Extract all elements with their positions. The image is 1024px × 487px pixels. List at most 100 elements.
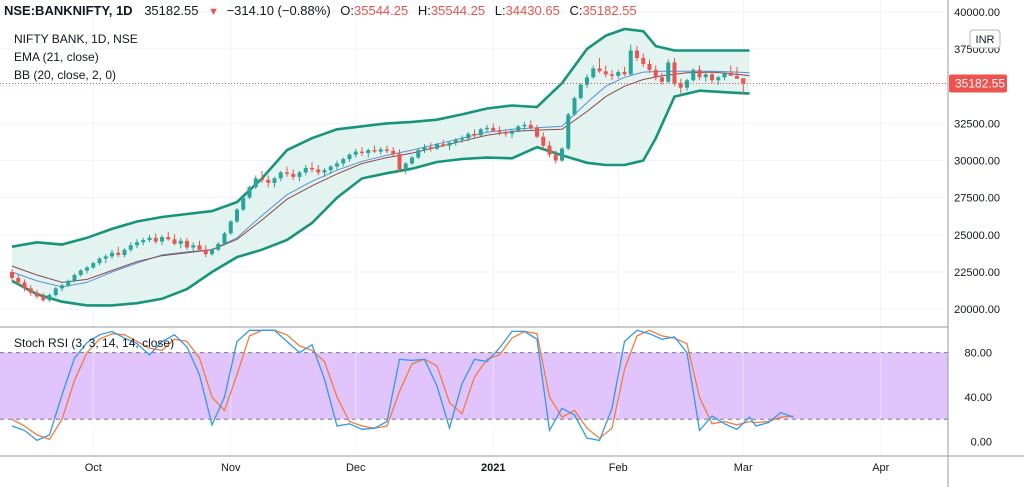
candle-body bbox=[641, 57, 646, 64]
legend-title[interactable]: NIFTY BANK, 1D, NSE bbox=[14, 32, 138, 46]
time-tick-label: Apr bbox=[872, 462, 889, 474]
price-tick-label: 40000.00 bbox=[954, 7, 1000, 19]
candle-body bbox=[622, 72, 627, 75]
candle-body bbox=[66, 280, 71, 286]
legend-bb[interactable]: BB (20, close, 2, 0) bbox=[14, 68, 116, 82]
stoch-rsi-tick-label: 80.00 bbox=[964, 348, 992, 360]
candle-body bbox=[22, 282, 27, 289]
candle-body bbox=[378, 149, 383, 152]
candle-body bbox=[466, 133, 471, 139]
candle-body bbox=[660, 77, 664, 82]
bollinger-band-fill bbox=[12, 29, 750, 306]
candle-body bbox=[241, 197, 246, 210]
candle-body bbox=[391, 150, 396, 154]
time-tick-label: Dec bbox=[346, 462, 366, 474]
candle-body bbox=[503, 132, 508, 134]
change-value: −314.10 (−0.88%) bbox=[227, 3, 331, 18]
candle-body bbox=[272, 178, 277, 183]
candle-body bbox=[560, 148, 564, 161]
candle-body bbox=[472, 133, 477, 136]
stoch-rsi-grid bbox=[92, 327, 882, 456]
candle-body bbox=[47, 295, 52, 301]
price-tick-label: 22500.00 bbox=[954, 267, 1000, 279]
price-pane[interactable] bbox=[0, 0, 948, 327]
stoch-rsi-k-line bbox=[11, 329, 794, 442]
candle-body bbox=[547, 145, 552, 155]
candle-body bbox=[497, 130, 502, 133]
candle-body bbox=[97, 258, 102, 264]
candle-body bbox=[416, 150, 421, 158]
candle-body bbox=[247, 187, 252, 198]
candle-body bbox=[16, 277, 21, 283]
candle-body bbox=[585, 77, 589, 85]
candle-body bbox=[172, 239, 177, 244]
candle-body bbox=[435, 144, 439, 149]
candle-body bbox=[522, 124, 527, 127]
candle-body bbox=[253, 178, 258, 188]
candle-body bbox=[285, 172, 289, 174]
time-axis[interactable]: Oct Nov Dec 2021 Feb Mar Apr bbox=[85, 462, 890, 474]
candle-body bbox=[316, 169, 321, 173]
candle-body bbox=[53, 288, 58, 296]
down-arrow-icon: ▼ bbox=[208, 6, 219, 18]
price-tick-label: 32500.00 bbox=[954, 118, 1000, 130]
candle-body bbox=[28, 288, 33, 293]
low-value: 34430.65 bbox=[506, 3, 560, 18]
candle-body bbox=[60, 285, 64, 289]
candle-body bbox=[103, 256, 108, 259]
candle-body bbox=[197, 245, 202, 250]
candle-body bbox=[166, 237, 171, 240]
price-tick-label: 30000.00 bbox=[954, 156, 1000, 168]
candle-body bbox=[260, 178, 264, 180]
candle-body bbox=[191, 245, 196, 248]
candle-body bbox=[491, 127, 496, 131]
candle-body bbox=[510, 130, 514, 134]
candle-body bbox=[541, 136, 546, 146]
candle-body bbox=[397, 153, 402, 170]
candle-body bbox=[453, 139, 458, 143]
candle-body bbox=[672, 62, 677, 84]
candle-body bbox=[678, 83, 683, 88]
candle-body bbox=[78, 270, 83, 275]
symbol-label: NSE:BANKNIFTY, 1D bbox=[4, 3, 133, 18]
candle-body bbox=[335, 163, 339, 167]
candle-body bbox=[716, 77, 721, 81]
time-tick-label: 2021 bbox=[481, 462, 505, 474]
candle-body bbox=[353, 151, 358, 155]
candle-body bbox=[528, 124, 533, 128]
close-value: 35182.55 bbox=[582, 3, 636, 18]
price-axis[interactable]: 20000.00 22500.00 25000.00 27500.00 30000.00… bbox=[954, 7, 1000, 316]
stoch-rsi-title[interactable]: Stoch RSI (3, 3, 14, 14, close) bbox=[14, 336, 174, 350]
candle-body bbox=[703, 74, 708, 78]
candle-body bbox=[360, 151, 364, 154]
price-tick-label: 25000.00 bbox=[954, 230, 1000, 242]
candle-body bbox=[110, 252, 114, 257]
candle-body bbox=[210, 249, 214, 255]
currency-badge[interactable]: INR bbox=[969, 29, 1001, 49]
stoch-rsi-pane[interactable] bbox=[0, 327, 948, 456]
candle-body bbox=[385, 149, 389, 151]
candle-body bbox=[460, 138, 464, 140]
currency-badge-frame bbox=[969, 29, 1001, 49]
candle-body bbox=[478, 129, 483, 136]
candle-body bbox=[203, 249, 208, 255]
candle-body bbox=[178, 240, 183, 244]
bollinger-upper-line bbox=[11, 27, 750, 248]
stoch-rsi-d-line bbox=[11, 329, 794, 441]
candle-body bbox=[347, 154, 352, 160]
candle-body bbox=[278, 172, 283, 179]
candle-body bbox=[291, 173, 296, 177]
legend-ema[interactable]: EMA (21, close) bbox=[14, 50, 99, 64]
header-line: NSE:BANKNIFTY, 1D 35182.55 ▼ −314.10 (−0… bbox=[4, 3, 637, 18]
currency-badge-label: INR bbox=[976, 34, 995, 46]
stoch-rsi-axis[interactable]: 0.00 40.00 80.00 bbox=[964, 348, 992, 449]
price-tick-label: 27500.00 bbox=[954, 193, 1000, 205]
candle-body bbox=[297, 172, 302, 177]
candle-body bbox=[91, 263, 96, 268]
time-tick-label: Oct bbox=[85, 462, 102, 474]
candle-body bbox=[322, 170, 327, 173]
candle-body bbox=[722, 72, 727, 78]
last-price-tag: 35182.55 bbox=[949, 74, 1007, 93]
candle-body bbox=[235, 209, 239, 222]
